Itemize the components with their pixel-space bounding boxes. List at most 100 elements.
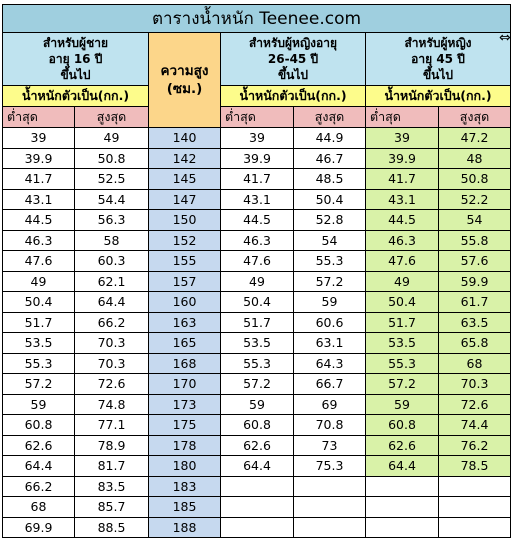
male-max-cell[interactable]: 50.8	[74, 147, 149, 169]
male-max-cell[interactable]: 74.8	[74, 393, 149, 415]
female-26-45-min-cell[interactable]: 59	[220, 393, 294, 415]
female-26-45-max-cell[interactable]: 48.5	[293, 168, 366, 190]
male-min-cell[interactable]: 39	[2, 127, 75, 149]
female-45-min-cell[interactable]: 57.2	[365, 373, 439, 395]
female-26-45-min-cell[interactable]: 44.5	[220, 209, 294, 231]
female-45-min-cell[interactable]: 55.3	[365, 352, 439, 374]
table-title[interactable]: ตารางน้ำหนัก Teenee.com	[2, 4, 511, 33]
height-cell[interactable]: 160	[148, 291, 221, 313]
female-26-45-min-cell[interactable]: 49	[220, 270, 294, 292]
female-26-45-min-cell[interactable]: 60.8	[220, 414, 294, 436]
male-max-cell[interactable]: 64.4	[74, 291, 149, 313]
height-cell[interactable]: 165	[148, 332, 221, 354]
male-min-cell[interactable]: 46.3	[2, 229, 75, 251]
female-45-min-cell[interactable]: 47.6	[365, 250, 439, 272]
female-45-min-cell[interactable]: 39.9	[365, 147, 439, 169]
male-min-cell[interactable]: 55.3	[2, 352, 75, 374]
male-max-cell[interactable]: 72.6	[74, 373, 149, 395]
male-max-cell[interactable]: 77.1	[74, 414, 149, 436]
header-female-45-group[interactable]: สำหรับผู้หญิง อายุ 45 ปี ขึ้นไป	[365, 32, 511, 86]
female-26-45-max-cell[interactable]: 59	[293, 291, 366, 313]
male-min-cell[interactable]: 39.9	[2, 147, 75, 169]
female-45-min-cell[interactable]: 59	[365, 393, 439, 415]
female-26-45-min-cell[interactable]: 39	[220, 127, 294, 149]
female-26-45-min-cell[interactable]: 57.2	[220, 373, 294, 395]
male-max-cell[interactable]: 70.3	[74, 352, 149, 374]
height-cell[interactable]: 175	[148, 414, 221, 436]
male-max-cell[interactable]: 83.5	[74, 475, 149, 497]
female-45-max-cell[interactable]: 72.6	[438, 393, 511, 415]
female-45-max-cell[interactable]: 59.9	[438, 270, 511, 292]
height-cell[interactable]: 157	[148, 270, 221, 292]
female-45-min-cell[interactable]: 46.3	[365, 229, 439, 251]
male-max-cell[interactable]: 66.2	[74, 311, 149, 333]
height-cell[interactable]: 163	[148, 311, 221, 333]
male-max-cell[interactable]: 54.4	[74, 188, 149, 210]
female-26-45-min-cell[interactable]: 62.6	[220, 434, 294, 456]
female-26-45-max-cell[interactable]: 73	[293, 434, 366, 456]
height-cell[interactable]: 178	[148, 434, 221, 456]
female-26-45-min-cell[interactable]: 39.9	[220, 147, 294, 169]
female-26-45-max-cell[interactable]: 60.6	[293, 311, 366, 333]
female-45-max-cell[interactable]	[438, 516, 511, 538]
male-max-cell[interactable]: 49	[74, 127, 149, 149]
female-26-45-min-cell[interactable]: 64.4	[220, 455, 294, 477]
height-cell[interactable]: 155	[148, 250, 221, 272]
female-26-45-weight-label[interactable]: น้ำหนักตัวเป็น(กก.)	[220, 85, 366, 107]
female-45-max-cell[interactable]: 68	[438, 352, 511, 374]
height-cell[interactable]: 183	[148, 475, 221, 497]
female-26-45-max-cell[interactable]: 55.3	[293, 250, 366, 272]
male-max-header[interactable]: สูงสุด	[74, 106, 149, 128]
female-26-45-max-cell[interactable]: 46.7	[293, 147, 366, 169]
female-45-min-cell[interactable]: 39	[365, 127, 439, 149]
height-cell[interactable]: 168	[148, 352, 221, 374]
female-26-45-max-cell[interactable]: 70.8	[293, 414, 366, 436]
female-26-45-min-cell[interactable]: 46.3	[220, 229, 294, 251]
female-45-min-cell[interactable]	[365, 516, 439, 538]
male-max-cell[interactable]: 58	[74, 229, 149, 251]
height-cell[interactable]: 150	[148, 209, 221, 231]
female-26-45-max-cell[interactable]: 64.3	[293, 352, 366, 374]
female-26-45-max-cell[interactable]: 75.3	[293, 455, 366, 477]
female-45-max-cell[interactable]	[438, 475, 511, 497]
male-min-cell[interactable]: 59	[2, 393, 75, 415]
male-min-cell[interactable]: 50.4	[2, 291, 75, 313]
male-max-cell[interactable]: 56.3	[74, 209, 149, 231]
female-26-45-min-cell[interactable]: 55.3	[220, 352, 294, 374]
male-min-cell[interactable]: 62.6	[2, 434, 75, 456]
female-26-45-max-header[interactable]: สูงสุด	[293, 106, 366, 128]
male-min-cell[interactable]: 51.7	[2, 311, 75, 333]
female-45-max-cell[interactable]: 61.7	[438, 291, 511, 313]
male-min-cell[interactable]: 69.9	[2, 516, 75, 538]
female-45-max-cell[interactable]: 78.5	[438, 455, 511, 477]
male-min-cell[interactable]: 53.5	[2, 332, 75, 354]
female-45-max-header[interactable]: สูงสุด	[438, 106, 511, 128]
header-male-group[interactable]: สำหรับผู้ชาย อายุ 16 ปี ขึ้นไป	[2, 32, 149, 86]
female-26-45-max-cell[interactable]	[293, 516, 366, 538]
height-cell[interactable]: 152	[148, 229, 221, 251]
female-26-45-max-cell[interactable]: 69	[293, 393, 366, 415]
female-26-45-min-cell[interactable]: 41.7	[220, 168, 294, 190]
female-45-min-cell[interactable]: 62.6	[365, 434, 439, 456]
female-45-max-cell[interactable]: 52.2	[438, 188, 511, 210]
female-26-45-max-cell[interactable]	[293, 475, 366, 497]
female-26-45-max-cell[interactable]: 66.7	[293, 373, 366, 395]
female-26-45-min-cell[interactable]: 51.7	[220, 311, 294, 333]
header-height[interactable]: ความสูง (ซม.)	[148, 32, 221, 128]
female-26-45-min-cell[interactable]: 53.5	[220, 332, 294, 354]
male-max-cell[interactable]: 78.9	[74, 434, 149, 456]
male-min-cell[interactable]: 66.2	[2, 475, 75, 497]
male-min-cell[interactable]: 60.8	[2, 414, 75, 436]
female-45-min-cell[interactable]: 53.5	[365, 332, 439, 354]
female-26-45-min-cell[interactable]	[220, 516, 294, 538]
male-min-cell[interactable]: 64.4	[2, 455, 75, 477]
male-min-cell[interactable]: 41.7	[2, 168, 75, 190]
female-26-45-max-cell[interactable]: 50.4	[293, 188, 366, 210]
height-cell[interactable]: 140	[148, 127, 221, 149]
female-45-max-cell[interactable]: 57.6	[438, 250, 511, 272]
female-45-max-cell[interactable]: 55.8	[438, 229, 511, 251]
female-26-45-min-cell[interactable]: 43.1	[220, 188, 294, 210]
height-cell[interactable]: 145	[148, 168, 221, 190]
female-45-max-cell[interactable]: 76.2	[438, 434, 511, 456]
male-min-header[interactable]: ต่ำสุด	[2, 106, 75, 128]
